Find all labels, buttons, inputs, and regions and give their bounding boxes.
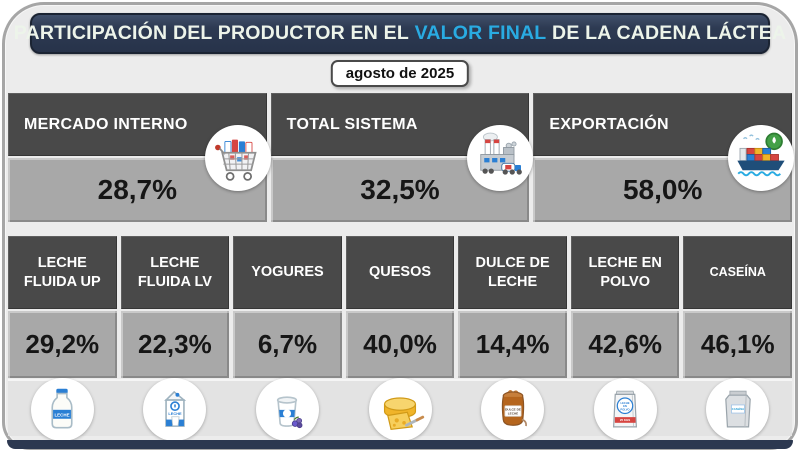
icon-slot: LECHE	[121, 377, 230, 441]
summary-cell-exportacion: EXPORTACIÓN 58,0%	[533, 93, 795, 222]
summary-label: MERCADO INTERNO	[8, 93, 267, 156]
summary-row: MERCADO INTERNO 28,7%	[8, 93, 795, 222]
svg-text:CASEÍNA: CASEÍNA	[732, 406, 744, 411]
product-icon-row: LECHE LECHE	[8, 377, 792, 441]
product-label: LECHE EN POLVO	[570, 236, 680, 309]
icon-slot	[346, 377, 455, 441]
icon-slot: LECHE EN POLVO 25 KGS	[571, 377, 680, 441]
milk-carton-icon: LECHE	[163, 390, 187, 427]
product-label: LECHE FLUIDA UP	[8, 236, 117, 309]
product-label: QUESOS	[345, 236, 455, 309]
product-cell-leche-fluida-up: LECHE FLUIDA UP 29,2%	[8, 236, 117, 378]
product-value: 6,7%	[233, 311, 342, 378]
product-cell-leche-fluida-lv: LECHE FLUIDA LV 22,3%	[120, 236, 230, 378]
svg-text:LECHE: LECHE	[507, 411, 517, 415]
svg-text:LECHE: LECHE	[55, 412, 70, 417]
title-bar: PARTICIPACIÓN DEL PRODUCTOR EN EL VALOR …	[14, 13, 786, 54]
svg-text:EN: EN	[623, 404, 627, 408]
summary-icon-circle	[467, 125, 534, 191]
product-cell-leche-en-polvo: LECHE EN POLVO 42,6%	[570, 236, 680, 378]
product-cell-dulce-de-leche: DULCE DE LECHE 14,4%	[458, 236, 567, 378]
milk-powder-bag-icon: LECHE EN POLVO 25 KGS	[613, 390, 638, 428]
casein-bag-icon: CASEÍNA	[724, 390, 751, 428]
svg-text:LECHE: LECHE	[621, 401, 630, 405]
icon-slot: CASEÍNA	[683, 377, 792, 441]
icon-circle: LECHE	[30, 377, 94, 441]
yogurt-icon	[277, 396, 303, 429]
factory-icon	[480, 132, 523, 175]
svg-text:LECHE: LECHE	[168, 411, 182, 416]
milk-bottle-icon: LECHE	[51, 388, 73, 429]
cargo-ship-icon	[737, 132, 785, 177]
product-value: 22,3%	[120, 311, 230, 378]
product-cell-quesos: QUESOS 40,0%	[345, 236, 455, 378]
title-suffix: DE LA CADENA LÁCTEA	[552, 22, 787, 44]
summary-icon-circle	[728, 125, 795, 191]
dulce-de-leche-jar-icon: DULCE DE LECHE	[501, 389, 527, 427]
icon-circle	[368, 377, 432, 441]
product-value: 42,6%	[570, 311, 680, 378]
title-prefix: PARTICIPACIÓN DEL PRODUCTOR EN EL	[13, 22, 409, 44]
product-value: 29,2%	[8, 311, 117, 378]
product-value: 14,4%	[458, 311, 567, 378]
product-value: 40,0%	[345, 311, 455, 378]
icon-circle: LECHE	[143, 377, 207, 441]
product-value: 46,1%	[683, 311, 793, 378]
product-label: CASEÍNA	[683, 236, 793, 309]
bottom-accent-bar	[7, 440, 793, 449]
summary-icon-circle	[204, 125, 271, 191]
title-highlight: VALOR FINAL	[414, 22, 547, 44]
product-row: LECHE FLUIDA UP 29,2% LECHE FLUIDA LV 22…	[8, 236, 793, 378]
svg-text:DULCE DE: DULCE DE	[505, 407, 521, 411]
summary-cell-total-sistema: TOTAL SISTEMA 32,5%	[270, 93, 534, 222]
summary-cell-mercado-interno: MERCADO INTERNO 28,7%	[8, 93, 271, 222]
product-label: DULCE DE LECHE	[458, 236, 567, 309]
product-cell-yogures: YOGURES 6,7%	[233, 236, 342, 378]
icon-slot	[233, 377, 342, 441]
cheese-icon	[383, 397, 425, 430]
shopping-cart-icon	[214, 139, 257, 181]
icon-circle: DULCE DE LECHE	[481, 377, 545, 441]
product-label: LECHE FLUIDA LV	[120, 236, 230, 309]
svg-text:POLVO: POLVO	[621, 407, 630, 411]
icon-slot: DULCE DE LECHE	[458, 377, 567, 441]
icon-circle	[255, 377, 319, 441]
product-label: YOGURES	[233, 236, 342, 309]
date-badge: agosto de 2025	[330, 60, 470, 87]
svg-text:25 KGS: 25 KGS	[620, 418, 630, 422]
product-cell-caseina: CASEÍNA 46,1%	[683, 236, 793, 378]
icon-circle: CASEÍNA	[706, 377, 770, 441]
icon-slot: LECHE	[8, 377, 117, 441]
icon-circle: LECHE EN POLVO 25 KGS	[593, 377, 657, 441]
